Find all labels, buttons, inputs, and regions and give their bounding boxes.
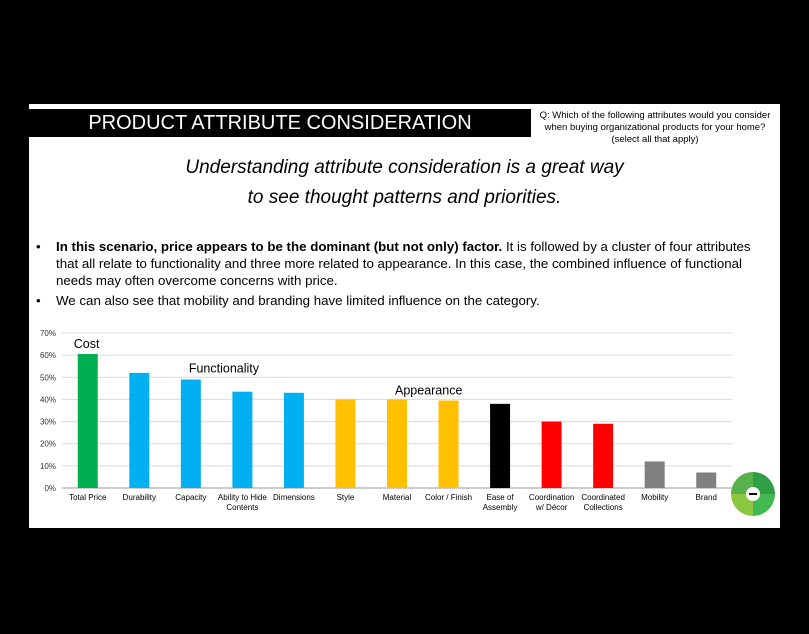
x-tick-label: Brand xyxy=(696,493,717,502)
bar xyxy=(696,472,717,488)
x-tick-label: Total Price xyxy=(69,493,107,502)
x-tick-label: Durability xyxy=(123,493,156,502)
y-tick-label: 40% xyxy=(40,395,56,404)
bullet-bold-text: In this scenario, price appears to be th… xyxy=(56,239,503,254)
bar xyxy=(335,399,356,488)
x-tick-label: Collections xyxy=(584,503,623,512)
bar xyxy=(387,399,407,488)
bar xyxy=(438,400,459,488)
annotation-label: Cost xyxy=(74,337,100,351)
bullet-text: We can also see that mobility and brandi… xyxy=(56,293,540,308)
attribute-bar-chart: 0% 10% 20% 30% 40% 50% 60% 70% Total Price Durabi… xyxy=(40,329,732,512)
bullet-dot: • xyxy=(36,293,41,308)
x-tick-label: Coordinated xyxy=(581,493,625,502)
brand-logo-badge xyxy=(731,472,775,516)
y-tick-label: 10% xyxy=(40,462,56,471)
bar xyxy=(283,392,304,488)
y-tick-label: 60% xyxy=(40,351,56,360)
bullet-dot: • xyxy=(36,239,41,254)
bar xyxy=(129,372,150,488)
annotation-label: Appearance xyxy=(395,384,462,398)
x-tick-label: Dimensions xyxy=(273,493,315,502)
annotation-label: Functionality xyxy=(189,361,260,375)
y-tick-label: 30% xyxy=(40,418,56,427)
x-tick-label: Contents xyxy=(226,503,258,512)
y-tick-label: 20% xyxy=(40,440,56,449)
subtitle-line-1: Understanding attribute consideration is… xyxy=(185,157,624,178)
bar xyxy=(644,461,665,488)
x-tick-label: Capacity xyxy=(175,493,206,502)
x-tick-label: Ability to Hide xyxy=(218,493,267,502)
x-tick-label: Material xyxy=(383,493,412,502)
header-rule xyxy=(29,104,780,109)
x-tick-label: Mobility xyxy=(641,493,668,502)
x-tick-label: Coordination xyxy=(529,493,574,502)
x-tick-label: Color / Finish xyxy=(425,493,472,502)
y-tick-label: 70% xyxy=(40,329,56,338)
bar xyxy=(77,354,98,488)
bullet-text: It is followed by a cluster of four attr… xyxy=(56,239,751,288)
bar xyxy=(232,391,253,488)
subtitle-line-2: to see thought patterns and priorities. xyxy=(247,187,562,208)
x-tick-label: Assembly xyxy=(483,503,518,512)
subtitle: Understanding attribute consideration is… xyxy=(29,153,780,213)
y-tick-label: 0% xyxy=(44,484,56,493)
bar xyxy=(490,403,511,488)
survey-question: Q: Which of the following attributes wou… xyxy=(539,110,771,145)
x-tick-label: Style xyxy=(337,493,355,502)
page-title: PRODUCT ATTRIBUTE CONSIDERATION xyxy=(29,109,531,137)
y-tick-label: 50% xyxy=(40,373,56,382)
x-tick-label: w/ Décor xyxy=(535,503,568,512)
minus-icon xyxy=(749,493,757,495)
x-tick-label: Ease of xyxy=(487,493,515,502)
bar xyxy=(180,379,201,488)
bar xyxy=(541,421,562,488)
bar xyxy=(593,423,614,488)
